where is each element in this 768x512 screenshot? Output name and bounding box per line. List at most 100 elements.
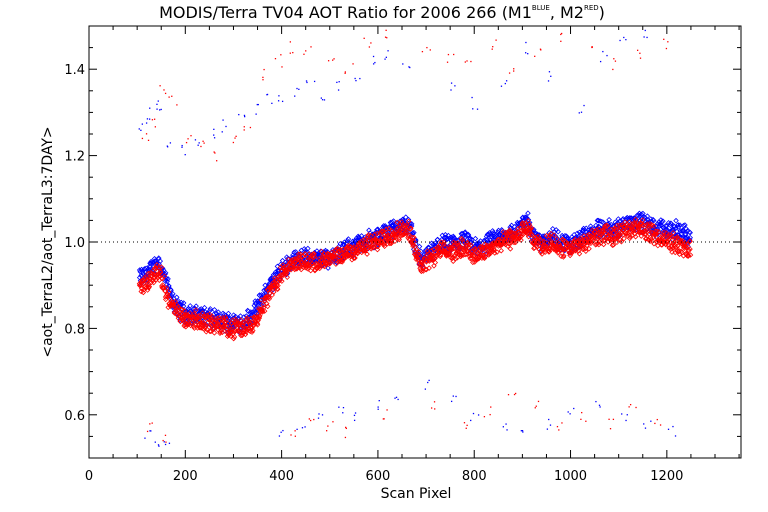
data-point bbox=[196, 313, 202, 319]
data-point bbox=[187, 303, 193, 309]
outlier-point bbox=[454, 85, 456, 87]
outlier-point bbox=[145, 133, 148, 135]
data-point bbox=[525, 210, 531, 216]
outlier-point bbox=[560, 40, 562, 42]
outlier-point bbox=[374, 61, 376, 64]
data-point bbox=[141, 266, 148, 272]
outlier-point bbox=[606, 54, 608, 57]
data-point bbox=[337, 247, 344, 254]
data-point bbox=[507, 246, 514, 252]
data-point bbox=[338, 258, 344, 265]
outlier-point bbox=[394, 397, 396, 399]
outlier-point bbox=[198, 142, 200, 144]
data-point bbox=[486, 250, 492, 257]
outlier-point bbox=[383, 418, 385, 420]
outlier-point bbox=[266, 94, 268, 96]
data-point bbox=[341, 256, 347, 262]
outlier-point bbox=[153, 118, 156, 120]
data-point bbox=[562, 233, 568, 239]
data-point bbox=[556, 249, 562, 256]
data-point bbox=[230, 335, 237, 342]
outlier-point bbox=[477, 414, 480, 416]
data-point bbox=[258, 292, 265, 298]
outlier-point bbox=[409, 66, 411, 69]
data-point bbox=[151, 255, 158, 262]
data-point bbox=[634, 223, 641, 230]
outlier-point bbox=[492, 46, 494, 48]
outlier-point bbox=[149, 430, 151, 432]
data-point bbox=[537, 237, 544, 243]
data-point bbox=[408, 221, 415, 227]
outlier-point bbox=[567, 411, 569, 413]
data-point bbox=[344, 237, 351, 244]
data-point bbox=[250, 327, 256, 334]
data-point bbox=[415, 248, 422, 255]
outlier-point bbox=[359, 77, 361, 80]
outlier-point bbox=[290, 434, 292, 436]
data-point bbox=[472, 235, 479, 242]
outlier-point bbox=[150, 430, 152, 432]
data-point bbox=[663, 230, 670, 236]
outlier-point bbox=[659, 424, 662, 426]
outlier-point bbox=[595, 400, 597, 403]
outlier-point bbox=[665, 47, 668, 50]
data-point bbox=[445, 251, 452, 257]
data-point bbox=[677, 222, 683, 228]
outlier-point bbox=[332, 421, 334, 423]
outlier-point bbox=[352, 63, 354, 65]
outlier-point bbox=[525, 52, 527, 54]
outlier-point bbox=[181, 146, 183, 148]
series-red bbox=[136, 29, 694, 443]
data-point bbox=[505, 235, 512, 241]
outlier-point bbox=[505, 80, 508, 82]
outlier-point bbox=[151, 422, 153, 424]
data-point bbox=[404, 224, 411, 230]
data-point bbox=[593, 222, 599, 229]
data-point bbox=[207, 306, 214, 312]
outlier-point bbox=[619, 39, 621, 42]
data-point bbox=[526, 219, 533, 226]
outlier-point bbox=[527, 53, 529, 55]
data-point bbox=[592, 235, 599, 242]
data-point bbox=[555, 228, 561, 235]
data-point bbox=[398, 219, 405, 225]
data-point bbox=[508, 222, 515, 229]
data-point bbox=[640, 210, 646, 217]
data-point bbox=[655, 228, 662, 235]
data-point bbox=[551, 232, 557, 238]
data-point bbox=[673, 217, 679, 224]
data-point bbox=[596, 241, 602, 248]
outlier-point bbox=[599, 60, 602, 63]
data-point bbox=[621, 224, 628, 230]
data-point bbox=[310, 254, 317, 261]
data-point bbox=[621, 235, 627, 242]
data-point bbox=[462, 251, 468, 258]
data-point bbox=[187, 322, 194, 329]
data-point bbox=[248, 315, 254, 322]
data-point bbox=[396, 235, 402, 241]
data-point bbox=[257, 312, 263, 319]
outlier-point bbox=[243, 114, 246, 117]
outlier-point bbox=[522, 431, 524, 433]
outlier-point bbox=[667, 41, 669, 43]
data-point bbox=[361, 248, 367, 254]
data-point bbox=[208, 328, 214, 335]
outlier-point bbox=[550, 75, 552, 77]
data-point bbox=[465, 244, 472, 251]
series-layer bbox=[136, 29, 694, 447]
outlier-point bbox=[344, 71, 346, 73]
outlier-point bbox=[249, 126, 252, 129]
data-point bbox=[523, 222, 530, 229]
outlier-point bbox=[556, 425, 559, 428]
data-point bbox=[539, 251, 545, 257]
data-point bbox=[638, 233, 645, 239]
data-point bbox=[193, 307, 199, 313]
outlier-point bbox=[162, 439, 164, 442]
outlier-point bbox=[464, 61, 466, 63]
outlier-point bbox=[483, 416, 486, 418]
outlier-point bbox=[326, 430, 328, 432]
data-point bbox=[595, 217, 602, 224]
outlier-point bbox=[278, 95, 280, 97]
